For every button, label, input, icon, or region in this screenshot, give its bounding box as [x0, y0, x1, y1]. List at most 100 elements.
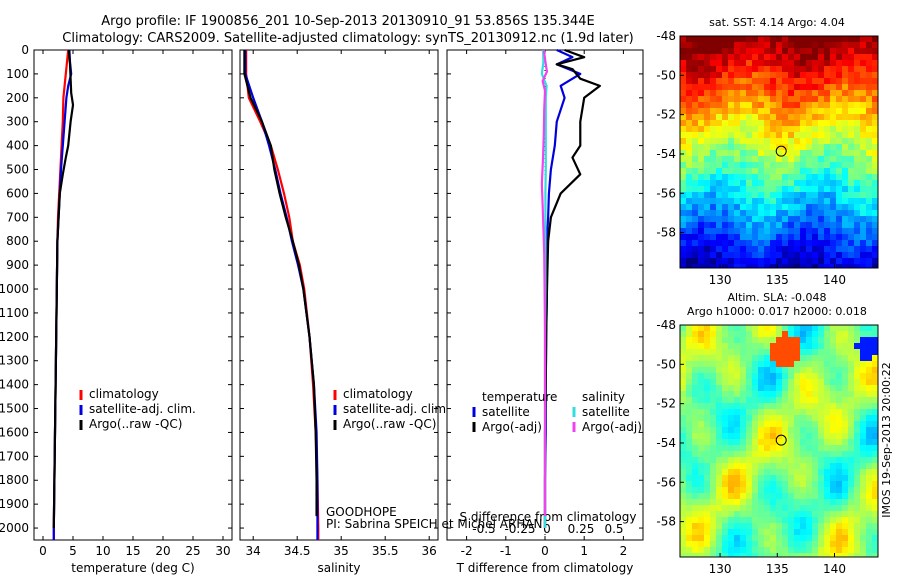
map-cell — [818, 42, 824, 48]
map-cell — [680, 138, 686, 144]
map-cell — [812, 234, 818, 240]
map-cell — [872, 463, 878, 469]
map-cell — [854, 355, 860, 361]
map-cell — [758, 72, 764, 78]
map-cell — [860, 337, 866, 343]
map-cell — [806, 120, 812, 126]
map-cell — [830, 457, 836, 463]
map-cell — [746, 469, 752, 475]
map-cell — [830, 222, 836, 228]
map-cell — [794, 162, 800, 168]
map-cell — [728, 42, 734, 48]
map-cell — [842, 180, 848, 186]
map-cell — [740, 439, 746, 445]
map-cell — [710, 337, 716, 343]
map-cell — [866, 156, 872, 162]
map-cell — [866, 222, 872, 228]
map-cell — [848, 138, 854, 144]
map-cell — [872, 150, 878, 156]
map-cell — [698, 150, 704, 156]
map-cell — [842, 252, 848, 258]
map-cell — [818, 553, 824, 557]
map-cell — [776, 475, 782, 481]
map-cell — [860, 66, 866, 72]
map-cell — [752, 331, 758, 337]
map-cell — [812, 523, 818, 529]
map-cell — [860, 240, 866, 246]
map-cell — [872, 204, 878, 210]
map-cell — [680, 156, 686, 162]
map-cell — [824, 427, 830, 433]
map-cell — [746, 499, 752, 505]
map-cell — [830, 439, 836, 445]
map-cell — [842, 168, 848, 174]
map-cell — [824, 78, 830, 84]
map-cell — [728, 535, 734, 541]
map-cell — [698, 409, 704, 415]
map-cell — [854, 421, 860, 427]
map-cell — [746, 331, 752, 337]
map-cell — [794, 78, 800, 84]
map-cell — [764, 96, 770, 102]
map-cell — [704, 367, 710, 373]
map-cell — [848, 132, 854, 138]
map-cell — [830, 72, 836, 78]
map-cell — [848, 475, 854, 481]
map-cell — [818, 373, 824, 379]
map-cell — [728, 523, 734, 529]
map-cell — [770, 493, 776, 499]
map-cell — [806, 469, 812, 475]
map-cell — [860, 535, 866, 541]
map-cell — [722, 541, 728, 547]
map-cell — [716, 78, 722, 84]
map-cell — [836, 433, 842, 439]
map-cell — [770, 439, 776, 445]
map-cell — [848, 192, 854, 198]
map-cell — [776, 54, 782, 60]
map-cell — [722, 108, 728, 114]
map-cell — [824, 54, 830, 60]
map-cell — [800, 198, 806, 204]
map-cell — [710, 138, 716, 144]
map-cell — [866, 84, 872, 90]
map-cell — [842, 355, 848, 361]
map-cell — [746, 391, 752, 397]
map-cell — [764, 192, 770, 198]
map-cell — [800, 481, 806, 487]
map-cell — [704, 493, 710, 499]
map-cell — [692, 355, 698, 361]
map-cell — [824, 487, 830, 493]
map-cell — [818, 511, 824, 517]
map-cell — [812, 451, 818, 457]
difference-panel: -2 -1 0 1 2T difference from climatology-0.5… — [446, 48, 644, 575]
map-cell — [704, 54, 710, 60]
map-cell — [722, 246, 728, 252]
map-cell — [722, 102, 728, 108]
map-cell — [764, 186, 770, 192]
map-cell — [752, 391, 758, 397]
map-cell — [818, 246, 824, 252]
pi-label: PI: Sabrina SPEICH et Michel ARHAN — [326, 517, 543, 531]
sla-map-title-line2: Argo h1000: 0.017 h2000: 0.018 — [687, 305, 867, 318]
map-cell — [806, 240, 812, 246]
map-cell — [704, 427, 710, 433]
map-cell — [842, 96, 848, 102]
map-cell — [716, 168, 722, 174]
map-cell — [812, 535, 818, 541]
map-cell — [872, 517, 878, 523]
map-cell — [752, 210, 758, 216]
map-cell — [812, 108, 818, 114]
map-cell — [848, 421, 854, 427]
map-cell — [806, 379, 812, 385]
map-cell — [842, 78, 848, 84]
map-cell — [776, 120, 782, 126]
map-cell — [764, 198, 770, 204]
map-cell — [746, 535, 752, 541]
map-cell — [758, 114, 764, 120]
map-cell — [698, 36, 704, 42]
map-cell — [848, 553, 854, 557]
map-cell — [866, 252, 872, 258]
map-cell — [830, 204, 836, 210]
map-cell — [740, 102, 746, 108]
map-cell — [836, 162, 842, 168]
